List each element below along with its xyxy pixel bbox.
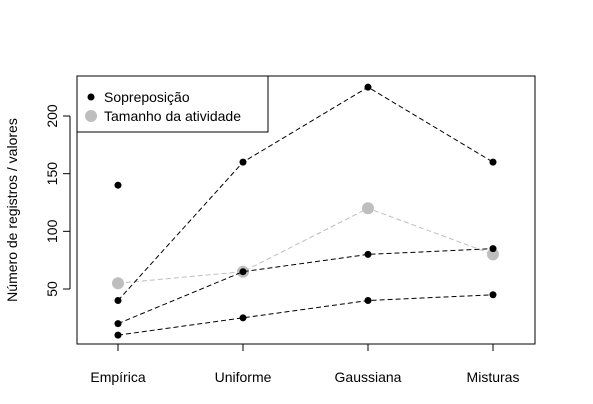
data-point [364,83,372,91]
data-point [362,202,374,215]
y-tick-label: 50 [44,281,60,297]
y-axis: 50 100 150 200 [44,104,71,297]
data-point [114,320,122,328]
y-tick-label: 100 [44,219,60,243]
series-1 [114,245,497,328]
x-tick-label: Uniforme [215,369,272,385]
data-point [489,291,497,299]
legend-box [76,75,269,133]
legend-marker-sopreposicao [87,93,95,101]
data-point [364,297,372,305]
data-point [239,268,247,276]
y-axis-title: Número de registros / valores [4,118,20,302]
y-tick-label: 150 [44,162,60,186]
data-point [112,277,124,290]
y-tick-label: 200 [44,104,60,128]
data-point [239,314,247,322]
data-point [114,181,122,189]
x-tick-label: Gaussiana [335,369,402,385]
series-line [117,248,494,325]
data-point [239,158,247,166]
data-point [114,331,122,339]
series-line [117,86,494,301]
series-2 [114,291,497,339]
legend-label-tamanho: Tamanho da atividade [104,108,241,124]
series-3 [114,181,122,189]
x-tick-label: Empírica [90,369,145,385]
legend-label-sopreposicao: Sopreposição [104,89,190,105]
data-point [489,158,497,166]
series-line [117,294,494,336]
series-line [117,207,494,284]
series-0 [114,83,497,305]
series-4 [112,202,499,290]
legend: Sopreposição Tamanho da atividade [76,75,269,133]
data-point [489,245,497,253]
data-point [364,250,372,258]
data-point [114,297,122,305]
x-tick-label: Misturas [467,369,520,385]
legend-marker-tamanho [85,110,97,122]
x-axis: Empírica Uniforme Gaussiana Misturas [90,343,520,385]
data-point [487,248,499,261]
series-layer [112,83,499,339]
